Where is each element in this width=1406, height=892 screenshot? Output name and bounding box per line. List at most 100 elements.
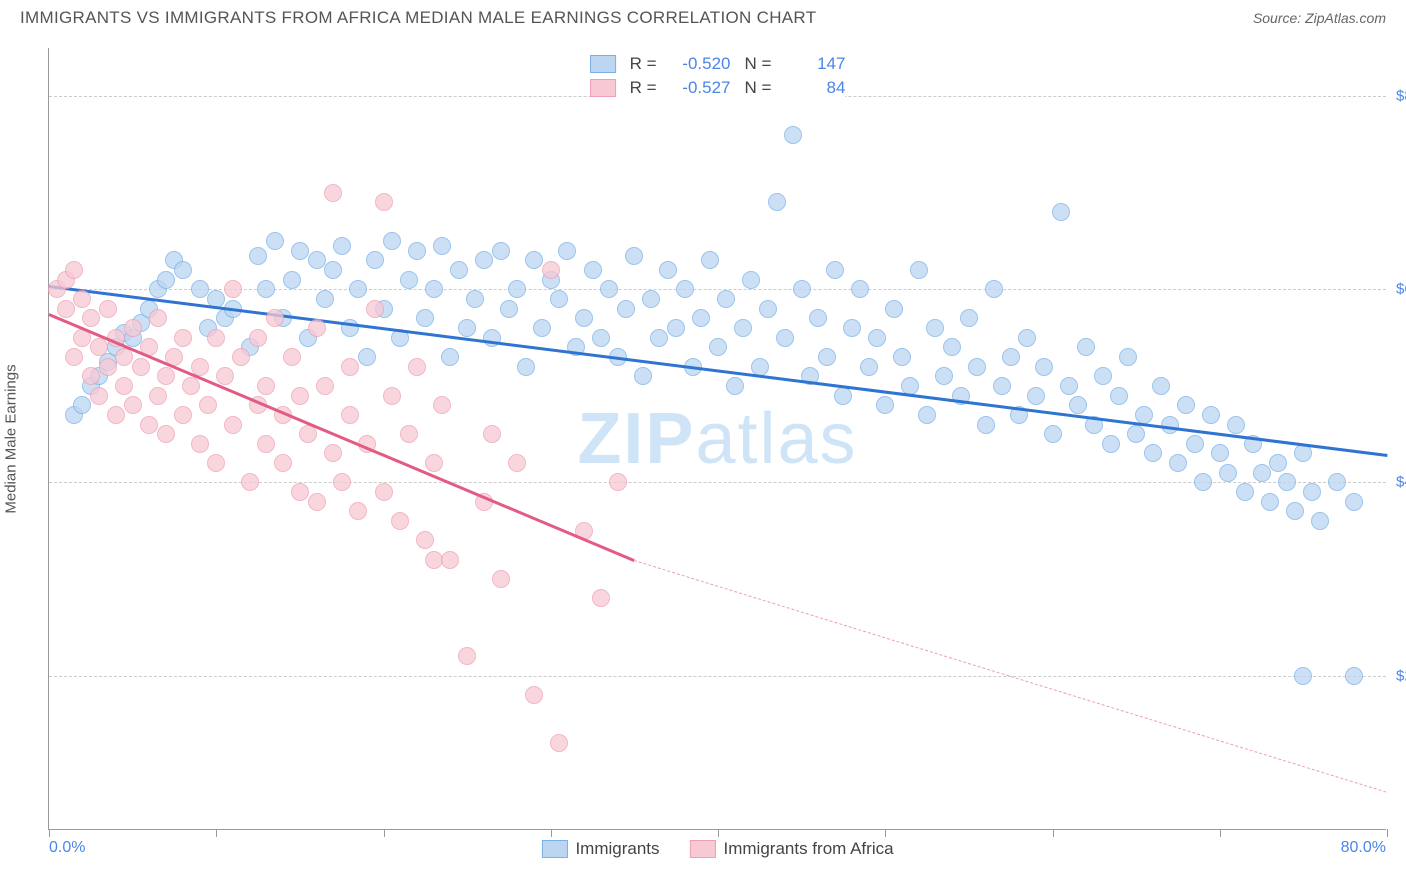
data-point — [1253, 464, 1271, 482]
data-point — [433, 237, 451, 255]
data-point — [383, 232, 401, 250]
legend-swatch — [590, 55, 616, 73]
data-point — [115, 348, 133, 366]
data-point — [366, 300, 384, 318]
data-point — [299, 425, 317, 443]
data-point — [634, 367, 652, 385]
data-point — [349, 502, 367, 520]
data-point — [960, 309, 978, 327]
data-point — [910, 261, 928, 279]
stat-n-label: N = — [745, 78, 772, 98]
data-point — [232, 348, 250, 366]
data-point — [391, 512, 409, 530]
data-point — [124, 396, 142, 414]
data-point — [366, 251, 384, 269]
data-point — [726, 377, 744, 395]
data-point — [667, 319, 685, 337]
data-point — [1261, 493, 1279, 511]
data-point — [843, 319, 861, 337]
data-point — [818, 348, 836, 366]
stat-n-value: 84 — [785, 78, 845, 98]
data-point — [408, 358, 426, 376]
stats-row: R = -0.527 N = 84 — [590, 76, 846, 100]
data-point — [784, 126, 802, 144]
data-point — [492, 242, 510, 260]
data-point — [132, 358, 150, 376]
data-point — [968, 358, 986, 376]
data-point — [416, 309, 434, 327]
data-point — [1152, 377, 1170, 395]
x-tick — [718, 829, 719, 837]
data-point — [249, 247, 267, 265]
data-point — [483, 425, 501, 443]
data-point — [425, 551, 443, 569]
data-point — [441, 551, 459, 569]
data-point — [400, 271, 418, 289]
x-axis-max-label: 80.0% — [1341, 839, 1386, 857]
stat-n-value: 147 — [785, 54, 845, 74]
data-point — [174, 329, 192, 347]
data-point — [1211, 444, 1229, 462]
data-point — [1077, 338, 1095, 356]
legend-swatch — [590, 79, 616, 97]
data-point — [375, 193, 393, 211]
data-point — [492, 570, 510, 588]
data-point — [592, 589, 610, 607]
data-point — [174, 261, 192, 279]
data-point — [558, 242, 576, 260]
data-point — [1161, 416, 1179, 434]
data-point — [458, 319, 476, 337]
data-point — [1311, 512, 1329, 530]
data-point — [57, 300, 75, 318]
data-point — [466, 290, 484, 308]
data-point — [826, 261, 844, 279]
data-point — [266, 232, 284, 250]
data-point — [1060, 377, 1078, 395]
data-point — [416, 531, 434, 549]
chart-container: ZIPatlas $20,000$40,000$60,000$80,000 Me… — [48, 48, 1386, 830]
data-point — [1202, 406, 1220, 424]
data-point — [918, 406, 936, 424]
legend-item: Immigrants from Africa — [690, 839, 894, 859]
gridline — [49, 289, 1386, 290]
trend-line — [49, 314, 635, 562]
data-point — [375, 483, 393, 501]
data-point — [525, 686, 543, 704]
data-point — [1119, 348, 1137, 366]
data-point — [508, 454, 526, 472]
data-point — [1144, 444, 1162, 462]
stat-r-label: R = — [630, 54, 657, 74]
data-point — [157, 367, 175, 385]
data-point — [73, 396, 91, 414]
legend-label: Immigrants — [575, 839, 659, 859]
data-point — [216, 367, 234, 385]
legend-item: Immigrants — [541, 839, 659, 859]
data-point — [433, 396, 451, 414]
data-point — [349, 280, 367, 298]
data-point — [926, 319, 944, 337]
stats-legend: R =-0.520N =147R =-0.527N =84 — [590, 52, 846, 100]
data-point — [333, 237, 351, 255]
data-point — [1018, 329, 1036, 347]
stat-r-label: R = — [630, 78, 657, 98]
data-point — [1169, 454, 1187, 472]
data-point — [149, 387, 167, 405]
data-point — [425, 454, 443, 472]
data-point — [99, 358, 117, 376]
data-point — [308, 251, 326, 269]
y-tick-label: $40,000 — [1396, 474, 1406, 491]
stat-r-value: -0.527 — [671, 78, 731, 98]
data-point — [266, 309, 284, 327]
data-point — [1127, 425, 1145, 443]
data-point — [625, 247, 643, 265]
data-point — [316, 377, 334, 395]
data-point — [508, 280, 526, 298]
data-point — [1002, 348, 1020, 366]
x-tick — [885, 829, 886, 837]
data-point — [257, 280, 275, 298]
data-point — [617, 300, 635, 318]
data-point — [1110, 387, 1128, 405]
data-point — [257, 435, 275, 453]
data-point — [324, 444, 342, 462]
data-point — [876, 396, 894, 414]
